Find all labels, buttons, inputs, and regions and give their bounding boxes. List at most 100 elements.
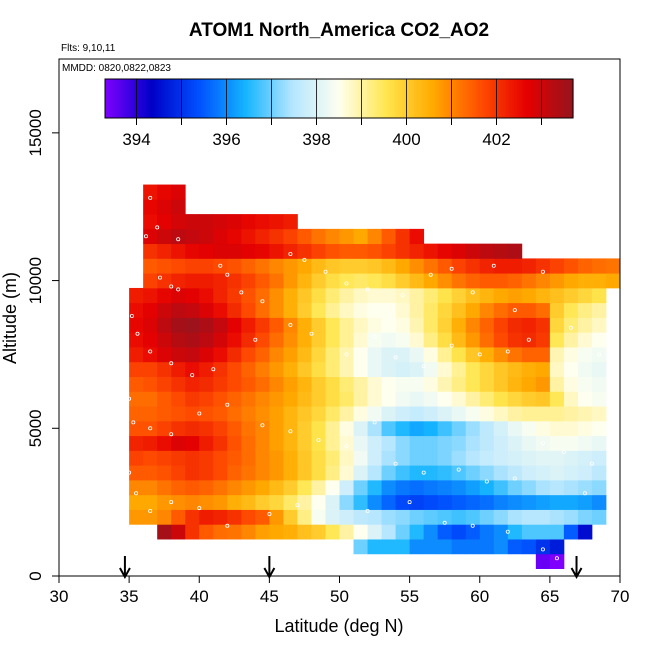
heatmap-cell: [479, 243, 495, 259]
x-tick-label: 60: [470, 587, 489, 606]
heatmap-cell: [269, 450, 284, 466]
heatmap-cell: [409, 361, 425, 377]
heatmap-cells: [129, 184, 621, 570]
heatmap-cell: [409, 317, 425, 333]
colorbar-segment: [154, 79, 158, 118]
heatmap-cell: [143, 450, 158, 466]
sample-point: [344, 352, 349, 357]
heatmap-cell: [549, 287, 565, 304]
heatmap-cell: [185, 214, 200, 230]
heatmap-cell: [213, 406, 228, 422]
colorbar-segment: [130, 79, 134, 118]
heatmap-cell: [367, 420, 382, 437]
heatmap-cell: [437, 539, 453, 555]
heatmap-cell: [409, 524, 425, 540]
heatmap-cell: [185, 376, 200, 392]
heatmap-cell: [423, 391, 439, 407]
heatmap-cell: [311, 406, 326, 422]
heatmap-cell: [269, 361, 284, 377]
heatmap-cell: [185, 479, 200, 496]
heatmap-cell: [451, 524, 467, 540]
heatmap-cell: [563, 435, 579, 451]
heatmap-cell: [395, 228, 411, 245]
heatmap-cell: [367, 243, 382, 259]
colorbar-segment: [226, 79, 230, 118]
heatmap-cell: [269, 273, 284, 289]
sample-point: [568, 325, 573, 330]
heatmap-cell: [381, 258, 396, 274]
sample-point: [135, 331, 140, 336]
heatmap-cell: [451, 420, 467, 437]
colorbar-segment: [514, 79, 518, 118]
heatmap-cell: [311, 465, 326, 481]
heatmap-cell: [521, 420, 537, 437]
colorbar-segment: [324, 79, 328, 118]
heatmap-cell: [409, 302, 425, 318]
colorbar-segment: [114, 79, 118, 118]
heatmap-cell: [283, 376, 298, 392]
heatmap-cell: [535, 376, 551, 392]
colorbar-segment: [355, 79, 359, 118]
heatmap-cell: [213, 494, 228, 510]
colorbar-segment: [105, 79, 108, 118]
y-tick-label: 15000: [26, 109, 45, 156]
heatmap-cell: [395, 479, 411, 496]
heatmap-cell: [213, 509, 228, 525]
heatmap-cell: [241, 361, 256, 377]
heatmap-cell: [381, 302, 396, 318]
heatmap-cell: [255, 228, 270, 245]
colorbar-segment: [287, 79, 291, 118]
heatmap-cell: [171, 479, 186, 496]
colorbar-segment: [219, 79, 223, 118]
heatmap-cell: [451, 450, 467, 466]
sample-point: [344, 443, 349, 448]
heatmap-cell: [227, 214, 242, 230]
heatmap-cell: [311, 391, 326, 407]
heatmap-cell: [213, 361, 228, 377]
heatmap-cell: [549, 273, 565, 289]
heatmap-cell: [185, 420, 200, 437]
heatmap-cell: [493, 317, 509, 333]
heatmap-cell: [591, 391, 607, 407]
heatmap-cell: [311, 332, 326, 348]
heatmap-cell: [535, 361, 551, 377]
heatmap-cell: [199, 406, 214, 422]
heatmap-cell: [129, 479, 144, 496]
heatmap-cell: [283, 361, 298, 377]
x-tick-label: 45: [260, 587, 279, 606]
colorbar-segment: [172, 79, 176, 118]
heatmap-cell: [185, 391, 200, 407]
sample-point: [344, 281, 349, 286]
heatmap-cell: [227, 376, 242, 392]
heatmap-cell: [199, 273, 214, 289]
colorbar-segment: [233, 79, 237, 118]
heatmap-cell: [311, 450, 326, 466]
colorbar-segment: [339, 79, 342, 118]
heatmap-cell: [297, 243, 312, 259]
heatmap-cell: [185, 450, 200, 466]
colorbar-segment: [463, 79, 466, 118]
colorbar-segment: [477, 79, 480, 118]
heatmap-cell: [185, 258, 200, 274]
colorbar-segment: [275, 79, 279, 118]
heatmap-cell: [521, 524, 537, 540]
heatmap-cell: [143, 406, 158, 422]
sample-point: [505, 349, 510, 354]
heatmap-cell: [185, 243, 200, 259]
heatmap-cell: [381, 317, 396, 333]
heatmap-cell: [577, 509, 593, 525]
sample-point: [288, 429, 293, 434]
heatmap-cell: [157, 347, 172, 363]
colorbar-segment: [460, 79, 464, 118]
heatmap-cell: [409, 494, 425, 510]
heatmap-cell: [185, 287, 200, 304]
colorbar-segment: [184, 79, 188, 118]
heatmap-cell: [325, 450, 340, 466]
heatmap-cell: [479, 258, 495, 274]
x-tick-label: 30: [50, 587, 69, 606]
heatmap-cell: [395, 258, 411, 274]
heatmap-cell: [171, 435, 186, 451]
heatmap-cell: [577, 332, 593, 348]
heatmap-cell: [465, 287, 481, 304]
heatmap-cell: [381, 406, 396, 422]
